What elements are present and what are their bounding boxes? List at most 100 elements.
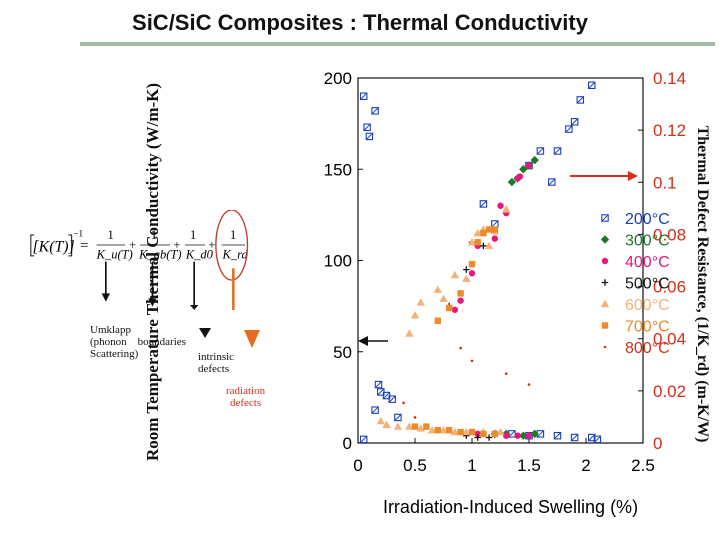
formula-diagram: [K(T)] −1 = 1 K_u(T) + 1 K_gb(T) + 1 K_d… xyxy=(30,210,249,310)
fraction-1-num: 1 xyxy=(108,228,114,242)
umklapp-line-1: Umklapp xyxy=(90,324,131,336)
formula-lhs-bracket xyxy=(30,234,73,257)
data-point-1-0 xyxy=(519,165,528,174)
intrinsic-label: intrinsic defects xyxy=(198,351,234,375)
data-point-0-12 xyxy=(576,96,585,104)
data-point-11-6 xyxy=(480,430,487,438)
plus-3: + xyxy=(208,238,215,252)
data-point-11-5 xyxy=(468,428,476,436)
data-point-5-7 xyxy=(491,226,498,233)
legend-label-6: 800°C xyxy=(625,340,670,357)
data-point-6-5 xyxy=(388,395,396,403)
data-point-6-13 xyxy=(593,435,602,444)
title-divider xyxy=(80,42,715,46)
data-point-0-10 xyxy=(565,125,573,133)
formula-fractions: 1 K_u(T) + 1 K_gb(T) + 1 K_d0 + 1 K_rd xyxy=(96,228,249,261)
data-point-10-3 xyxy=(405,422,414,430)
y-left-tick-label-2: 100 xyxy=(324,252,352,271)
data-point-2-0 xyxy=(451,306,459,313)
legend-marker-3 xyxy=(601,279,609,286)
data-point-0-7 xyxy=(536,147,545,155)
data-point-4-8 xyxy=(473,228,482,237)
data-point-1-4 xyxy=(507,177,517,187)
left-axis-arrow-head xyxy=(358,336,368,346)
data-point-12-3 xyxy=(470,359,474,363)
fraction-2-num: 1 xyxy=(151,228,157,242)
data-point-4-10 xyxy=(484,241,494,250)
y-right-tick-label-4: 0.08 xyxy=(653,225,686,244)
data-point-0-2 xyxy=(365,132,374,141)
data-point-8-4 xyxy=(514,432,521,439)
y-right-tick-label-7: 0.14 xyxy=(653,69,686,88)
legend-label-2: 400°C xyxy=(625,254,670,271)
x-tick-label-5: 2.5 xyxy=(631,456,655,475)
intrinsic-arrow-head xyxy=(199,328,211,338)
data-point-8-1 xyxy=(474,430,481,438)
legend-marker-6 xyxy=(603,345,607,349)
data-point-6-1 xyxy=(371,406,379,414)
radiation-line-2: defects xyxy=(229,397,262,409)
legend-marker-0 xyxy=(601,214,609,222)
data-point-2-2 xyxy=(468,270,476,277)
x-tick-label-4: 2 xyxy=(581,456,590,475)
data-point-5-3 xyxy=(468,260,476,268)
data-point-2-8 xyxy=(516,173,524,180)
umklapp-line-2: (phonon boundaries xyxy=(90,336,186,348)
x-tick-label-3: 1.5 xyxy=(517,456,541,475)
legend-label-4: 600°C xyxy=(625,297,670,314)
radiation-label: radiation defects xyxy=(226,385,265,409)
data-point-9-1 xyxy=(474,434,481,441)
slide-title: SiC/SiC Composites : Thermal Conductivit… xyxy=(132,10,588,35)
data-point-5-4 xyxy=(474,239,481,246)
data-point-5-1 xyxy=(446,304,453,312)
x-tick-label-0: 0 xyxy=(353,456,362,475)
plot-frame xyxy=(357,77,644,444)
legend-marker-5 xyxy=(601,322,609,329)
data-point-11-7 xyxy=(491,430,498,438)
data-point-10-10 xyxy=(496,427,505,436)
boundaries-label: boundaries xyxy=(137,336,186,348)
data-point-10-6 xyxy=(439,426,448,434)
term-arrows xyxy=(101,261,235,310)
formula-equals: = xyxy=(80,238,88,254)
data-point-4-7 xyxy=(467,238,477,246)
data-point-11-2 xyxy=(434,427,441,434)
data-point-10-4 xyxy=(416,424,425,432)
fraction-3-den: K_d0 xyxy=(185,247,214,261)
data-point-5-5 xyxy=(480,229,487,237)
data-point-4-4 xyxy=(439,294,448,303)
fraction-3-num: 1 xyxy=(190,228,196,242)
data-point-0-13 xyxy=(587,81,596,90)
data-point-10-2 xyxy=(393,422,403,430)
data-point-6-10 xyxy=(553,431,562,440)
data-point-6-0 xyxy=(359,435,368,444)
plus-2: + xyxy=(173,238,180,252)
data-point-6-2 xyxy=(374,380,383,389)
y-right-tick-label-0: 0 xyxy=(653,434,662,453)
data-point-10-8 xyxy=(462,427,471,436)
legend-label-1: 300°C xyxy=(625,233,670,250)
x-tick-label-1: 0.5 xyxy=(403,456,427,475)
fraction-1-den: K_u(T) xyxy=(96,247,133,261)
umklapp-line-3: Scattering) xyxy=(90,348,139,360)
data-point-4-0 xyxy=(405,329,414,337)
data-point-2-9 xyxy=(525,162,533,169)
data-point-4-6 xyxy=(462,274,471,282)
radiation-arrow-head xyxy=(244,330,260,348)
data-point-5-0 xyxy=(434,317,441,324)
data-point-9-2 xyxy=(485,434,493,441)
intrinsic-line-2: defects xyxy=(198,363,230,375)
data-point-10-1 xyxy=(382,420,391,428)
data-point-0-3 xyxy=(371,107,379,115)
data-point-7-2 xyxy=(519,431,528,440)
data-point-8-5 xyxy=(525,432,533,439)
data-point-4-1 xyxy=(410,311,420,319)
right-axis-arrow-head xyxy=(628,171,638,181)
x-tick-label-2: 1 xyxy=(467,456,476,475)
data-point-8-3 xyxy=(503,432,510,439)
data-point-0-8 xyxy=(548,178,556,186)
data-point-4-2 xyxy=(416,298,425,306)
fraction-4-den: K_rd xyxy=(222,247,249,261)
legend-label-5: 700°C xyxy=(625,319,670,336)
